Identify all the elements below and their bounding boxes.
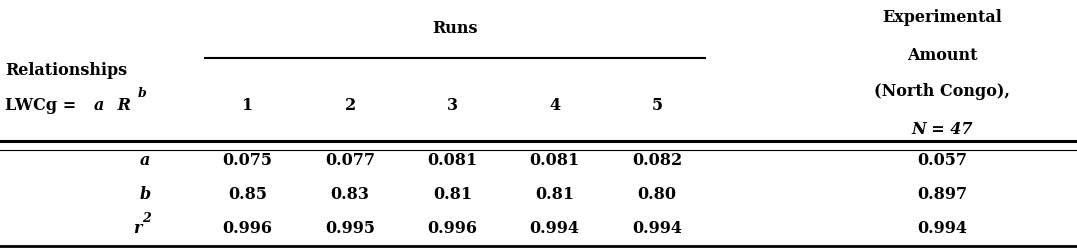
Text: 3: 3 xyxy=(447,97,458,114)
Text: 0.81: 0.81 xyxy=(535,186,574,203)
Text: 5: 5 xyxy=(652,97,662,114)
Text: 0.077: 0.077 xyxy=(325,152,375,169)
Text: 0.80: 0.80 xyxy=(638,186,676,203)
Text: Amount: Amount xyxy=(907,47,978,64)
Text: 1: 1 xyxy=(242,97,253,114)
Text: 2: 2 xyxy=(142,212,151,225)
Text: 0.85: 0.85 xyxy=(228,186,267,203)
Text: (North Congo),: (North Congo), xyxy=(875,83,1010,101)
Text: 0.075: 0.075 xyxy=(223,152,272,169)
Text: 0.996: 0.996 xyxy=(428,220,477,237)
Text: LWCg =: LWCg = xyxy=(5,97,82,114)
Text: a: a xyxy=(94,97,104,114)
Text: 0.994: 0.994 xyxy=(918,220,967,237)
Text: b: b xyxy=(140,186,151,203)
Text: N = 47: N = 47 xyxy=(911,121,974,138)
Text: 0.996: 0.996 xyxy=(223,220,272,237)
Text: 2: 2 xyxy=(345,97,355,114)
Text: 0.897: 0.897 xyxy=(918,186,967,203)
Text: a: a xyxy=(140,152,151,169)
Text: 0.082: 0.082 xyxy=(632,152,682,169)
Text: Experimental: Experimental xyxy=(882,9,1003,26)
Text: Runs: Runs xyxy=(432,20,478,38)
Text: 0.057: 0.057 xyxy=(918,152,967,169)
Text: 0.994: 0.994 xyxy=(530,220,579,237)
Text: 0.83: 0.83 xyxy=(331,186,369,203)
Text: r: r xyxy=(132,220,141,237)
Text: 0.081: 0.081 xyxy=(530,152,579,169)
Text: 0.995: 0.995 xyxy=(325,220,375,237)
Text: 0.994: 0.994 xyxy=(632,220,682,237)
Text: R: R xyxy=(112,97,131,114)
Text: 4: 4 xyxy=(549,97,560,114)
Text: 0.81: 0.81 xyxy=(433,186,472,203)
Text: Relationships: Relationships xyxy=(5,62,127,79)
Text: 0.081: 0.081 xyxy=(428,152,477,169)
Text: b: b xyxy=(138,87,146,100)
